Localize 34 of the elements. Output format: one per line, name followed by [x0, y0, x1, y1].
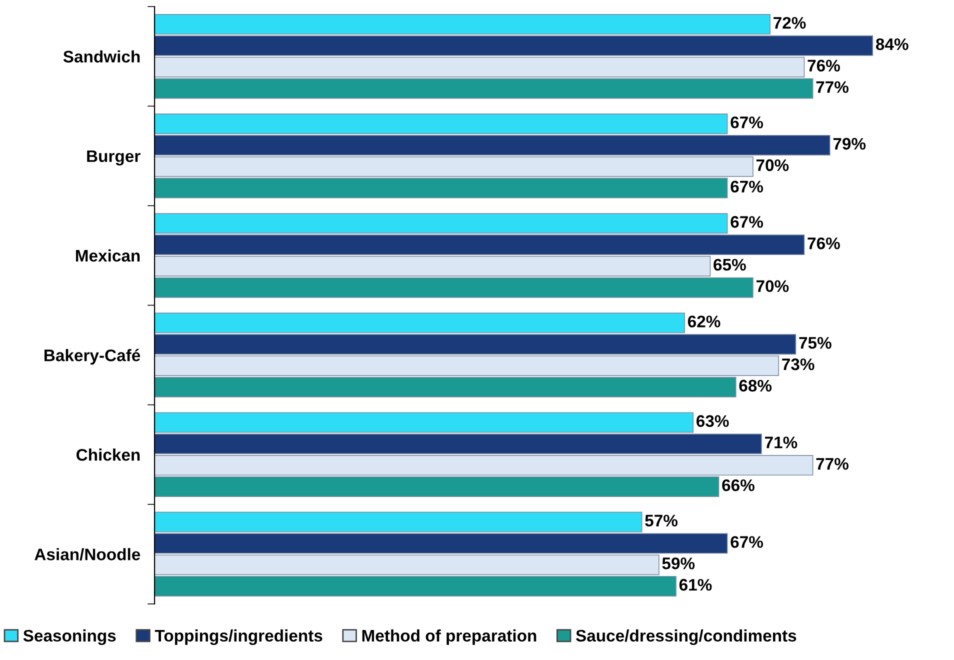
- data-label: 67%: [730, 116, 764, 128]
- data-label: 70%: [756, 280, 789, 292]
- y-tick-label: Bakery-Café: [44, 348, 140, 365]
- data-label: 62%: [688, 316, 720, 328]
- legend-label: Toppings/ingredients: [154, 629, 322, 645]
- data-label: 70%: [756, 159, 789, 172]
- data-label: 67%: [730, 536, 764, 548]
- legend-label: Sauce/dressing/condiments: [576, 629, 796, 645]
- legend-label: Seasonings: [23, 629, 116, 645]
- data-label: 72%: [774, 16, 806, 29]
- data-label: 63%: [696, 415, 729, 427]
- data-label: 77%: [816, 458, 849, 470]
- data-label: 66%: [722, 479, 754, 492]
- data-label: 79%: [833, 138, 866, 150]
- data-label: 57%: [645, 514, 678, 526]
- data-label: 84%: [876, 38, 908, 50]
- y-tick-label: Mexican: [76, 249, 140, 262]
- data-label: 73%: [782, 358, 814, 370]
- data-label: 76%: [808, 60, 840, 72]
- y-tick-label: Asian/Noodle: [34, 548, 140, 560]
- data-label: 59%: [662, 558, 695, 570]
- data-label: 76%: [808, 237, 840, 250]
- data-label: 65%: [714, 258, 746, 271]
- data-label: 71%: [765, 436, 798, 448]
- data-label: 75%: [799, 337, 832, 349]
- data-label: 67%: [730, 216, 764, 228]
- y-tick-label: Burger: [87, 150, 140, 166]
- data-label: 61%: [679, 578, 712, 591]
- y-tick-label: Chicken: [76, 448, 140, 461]
- legend-label: Method of preparation: [362, 629, 536, 645]
- data-label: 68%: [739, 380, 772, 392]
- y-tick-label: Sandwich: [63, 50, 140, 63]
- data-label: 77%: [816, 81, 849, 93]
- data-label: 67%: [730, 180, 764, 193]
